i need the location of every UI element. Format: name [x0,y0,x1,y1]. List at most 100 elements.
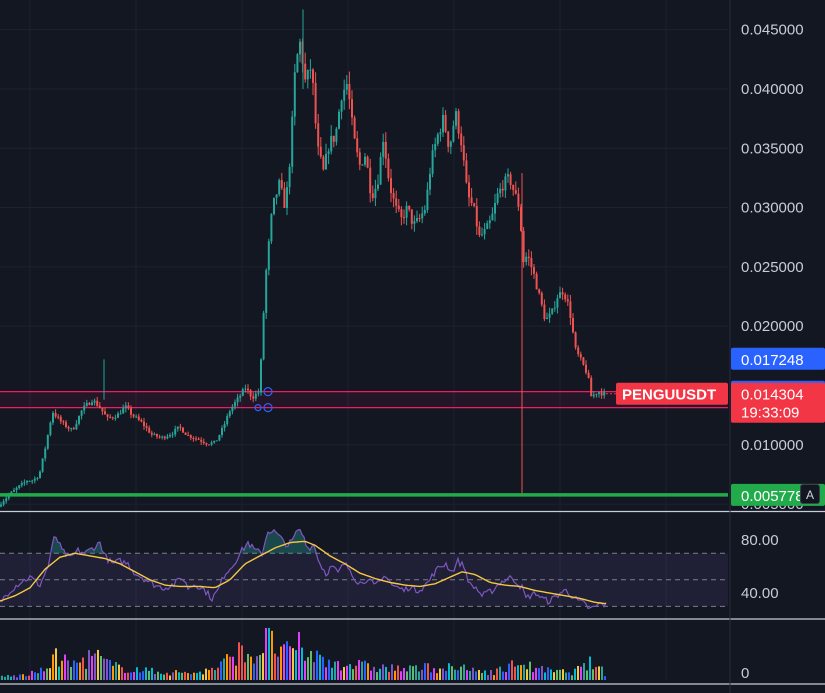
candle-body [551,308,554,314]
volume-bar [349,664,351,680]
candle-body [514,189,517,194]
rsi-line[interactable] [0,528,607,610]
auto-scale-button[interactable]: A [800,484,820,504]
volume-bar [334,661,336,680]
candle-body [257,392,260,394]
symbol-label: PENGUUSDT [622,387,716,404]
candle-body [78,415,80,424]
candle-body [145,426,148,428]
candle-body [603,391,606,396]
price-tags[interactable]: 0.0172480.0144700.01430419:33:090.005778… [606,347,825,506]
volume-pane[interactable]: 0 [1,628,749,682]
candle-body [182,427,184,433]
price-tag-last[interactable] [731,382,825,423]
volume-bar [553,672,555,680]
volume-bar [496,668,498,680]
volume-bar [592,669,594,680]
candle-body [579,354,582,358]
price-tag-zone-top[interactable] [731,347,825,370]
volume-bar [181,672,183,680]
candle-body [366,156,369,168]
candle-body [85,403,88,406]
volume-bar [307,657,309,680]
volume-bar [271,630,273,680]
volume-bar [229,656,231,680]
volume-bar [346,665,348,680]
candle-body [119,413,122,415]
zone-anchor-handle[interactable] [263,387,273,397]
price-tick-label: 0.025000 [741,259,804,276]
volume-bar [232,656,234,680]
candle-body [457,111,460,134]
volume-bar [601,666,603,680]
rsi-ma-line[interactable] [0,540,607,605]
candle-body [72,428,75,430]
candle-body [590,377,593,397]
candle-body [148,427,151,433]
candle-body [572,317,574,333]
candle-body [205,443,208,445]
volume-bar [547,667,549,680]
volume-bar [4,676,6,680]
volume-bar [541,665,543,680]
volume-bar [238,642,240,680]
volume-bar [406,671,408,680]
candle-body [460,133,463,146]
volume-bar [328,659,330,680]
volume-bar [148,670,150,680]
candle-body [33,478,36,481]
price-zone[interactable] [0,387,728,413]
candle-body [15,487,18,491]
rsi-pane[interactable]: 80.00 40.00 [0,528,779,610]
candle-body [124,405,127,409]
volume-bar [265,628,267,680]
candle-body [403,217,405,219]
candle-body [46,434,49,449]
candles[interactable] [0,9,606,508]
volume-bar [223,658,225,680]
candle-body [39,471,41,478]
candle-body [13,490,15,492]
candle-body [423,209,426,214]
candle-body [499,188,502,194]
volume-bar [262,653,264,680]
candle-body [343,89,346,101]
zone-anchor-handle[interactable] [263,403,273,413]
volume-bar [1,675,3,680]
candle-body [538,289,541,293]
candle-body [254,393,257,399]
zone-anchor-handle[interactable] [254,404,262,412]
volume-bar [325,667,327,680]
candle-body [559,292,561,299]
volume-bar [463,664,465,680]
candle-body [2,501,5,505]
symbol-label-box[interactable] [616,382,728,405]
rsi-overbought-fill [52,536,64,554]
volume-bar [451,666,453,680]
candle-body [421,213,424,219]
candle-body [345,84,348,90]
volume-bar [46,668,48,680]
volume-bar [301,647,303,680]
volume-bar [169,675,171,680]
volume-bar [391,664,393,680]
volume-bar [550,669,552,680]
candle-body [293,72,296,117]
candle-body [356,138,359,153]
candle-body [512,184,515,190]
candle-body [114,417,117,419]
candle-body [111,417,114,419]
candle-body [574,332,577,348]
candle-body [501,188,504,191]
price-axis[interactable]: 0.045000 0.040000 0.035000 0.030000 0.025000… [741,22,804,513]
candle-body [314,82,317,124]
candle-body [348,84,351,100]
candle-body [444,114,447,132]
candle-body [286,187,288,208]
candle-body [491,213,494,221]
volume-bar [43,671,45,680]
candle-body [397,205,400,210]
candle-body [377,184,379,189]
